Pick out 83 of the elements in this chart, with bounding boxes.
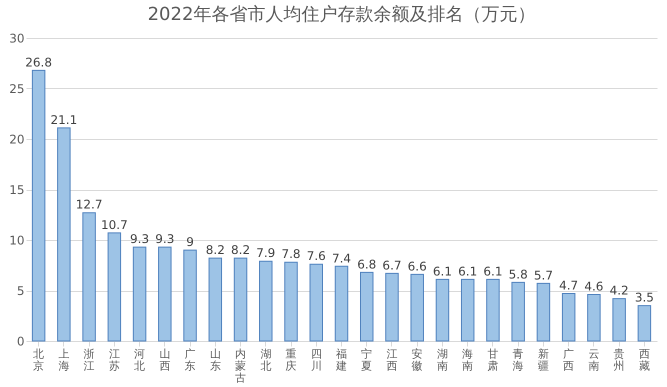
x-tick-label: 湖北 bbox=[260, 348, 272, 372]
x-tick-label: 山东 bbox=[210, 348, 221, 372]
bar bbox=[460, 278, 474, 342]
bar bbox=[234, 258, 248, 342]
bar bbox=[410, 274, 424, 342]
bar bbox=[360, 272, 374, 342]
data-label: 21.1 bbox=[50, 112, 78, 127]
data-label: 6.7 bbox=[382, 258, 402, 272]
bar bbox=[158, 246, 172, 342]
x-tick-label: 河北 bbox=[134, 348, 146, 372]
x-tick-label: 山西 bbox=[159, 348, 170, 372]
x-tick-label: 江苏 bbox=[108, 348, 120, 372]
x-tick-label: 西藏 bbox=[638, 348, 650, 372]
data-label: 9.3 bbox=[155, 232, 174, 246]
bar bbox=[562, 293, 576, 342]
bar bbox=[259, 260, 273, 342]
data-label: 4.2 bbox=[610, 284, 629, 298]
bar bbox=[334, 266, 348, 342]
data-label: 4.7 bbox=[559, 278, 578, 293]
y-tick-label: 20 bbox=[9, 132, 24, 146]
data-label: 26.8 bbox=[25, 55, 52, 70]
y-tick-label: 0 bbox=[16, 334, 24, 348]
x-tick-label: 新疆 bbox=[538, 348, 549, 372]
bar bbox=[284, 262, 298, 342]
bar bbox=[436, 278, 450, 342]
bar bbox=[108, 232, 122, 342]
chart-title: 2022年各省市人均住户存款余额及排名（万元） bbox=[148, 4, 536, 25]
x-tick-label: 宁夏 bbox=[361, 348, 372, 372]
bar bbox=[511, 282, 525, 342]
bar bbox=[310, 264, 324, 342]
y-tick-label: 30 bbox=[9, 32, 24, 46]
x-tick-label: 江西 bbox=[386, 348, 398, 372]
x-tick-label: 福建 bbox=[335, 348, 347, 372]
data-label: 10.7 bbox=[100, 218, 128, 232]
x-tick-label: 甘肃 bbox=[487, 348, 498, 372]
bar bbox=[638, 305, 652, 342]
data-label: 6.6 bbox=[408, 259, 427, 274]
data-label: 6.1 bbox=[432, 264, 452, 278]
data-label: 9 bbox=[186, 235, 194, 250]
data-label: 7.9 bbox=[256, 246, 276, 260]
bar bbox=[183, 250, 197, 342]
bar bbox=[587, 294, 601, 342]
x-tick-label: 重庆 bbox=[286, 348, 297, 372]
x-tick-label: 上海 bbox=[58, 348, 70, 372]
data-label: 6.1 bbox=[483, 264, 502, 278]
y-tick-label: 5 bbox=[16, 284, 24, 298]
bar bbox=[132, 246, 146, 342]
x-tick-label: 贵州 bbox=[614, 348, 625, 372]
x-tick-label: 浙江 bbox=[84, 348, 95, 372]
x-tick-label: 云南 bbox=[588, 348, 600, 372]
x-tick-label: 安徽 bbox=[412, 348, 423, 372]
data-label: 8.2 bbox=[206, 243, 225, 258]
data-label: 6.1 bbox=[458, 264, 478, 278]
x-tick-label: 四川 bbox=[310, 348, 322, 372]
y-tick-label: 15 bbox=[9, 183, 24, 197]
y-tick-label: 10 bbox=[9, 234, 24, 248]
data-label: 12.7 bbox=[76, 198, 102, 212]
bar bbox=[32, 70, 46, 342]
y-tick-label: 25 bbox=[9, 82, 24, 96]
bar bbox=[82, 212, 96, 342]
data-label: 7.6 bbox=[306, 249, 326, 264]
data-label: 3.5 bbox=[634, 290, 654, 305]
data-label: 5.7 bbox=[534, 268, 553, 282]
data-label: 8.2 bbox=[230, 243, 250, 258]
data-label: 6.8 bbox=[357, 257, 376, 272]
data-label: 5.8 bbox=[508, 267, 528, 282]
bar bbox=[57, 127, 71, 342]
x-tick-label: 北京 bbox=[33, 348, 44, 372]
data-label: 9.3 bbox=[130, 232, 150, 246]
x-tick-label: 广东 bbox=[184, 348, 196, 372]
bar bbox=[536, 282, 550, 342]
x-tick-label: 湖南 bbox=[436, 348, 448, 372]
bar bbox=[385, 272, 399, 342]
bar bbox=[208, 258, 222, 342]
x-tick-label: 海南 bbox=[462, 348, 474, 372]
bar bbox=[612, 298, 626, 342]
data-label: 4.6 bbox=[584, 280, 604, 294]
data-label: 7.8 bbox=[281, 247, 301, 262]
x-tick-label: 广西 bbox=[563, 348, 574, 372]
x-tick-label: 青海 bbox=[512, 348, 524, 372]
x-tick-label: 内蒙古 bbox=[235, 348, 246, 384]
data-label: 7.4 bbox=[332, 251, 352, 266]
bar bbox=[486, 278, 500, 342]
